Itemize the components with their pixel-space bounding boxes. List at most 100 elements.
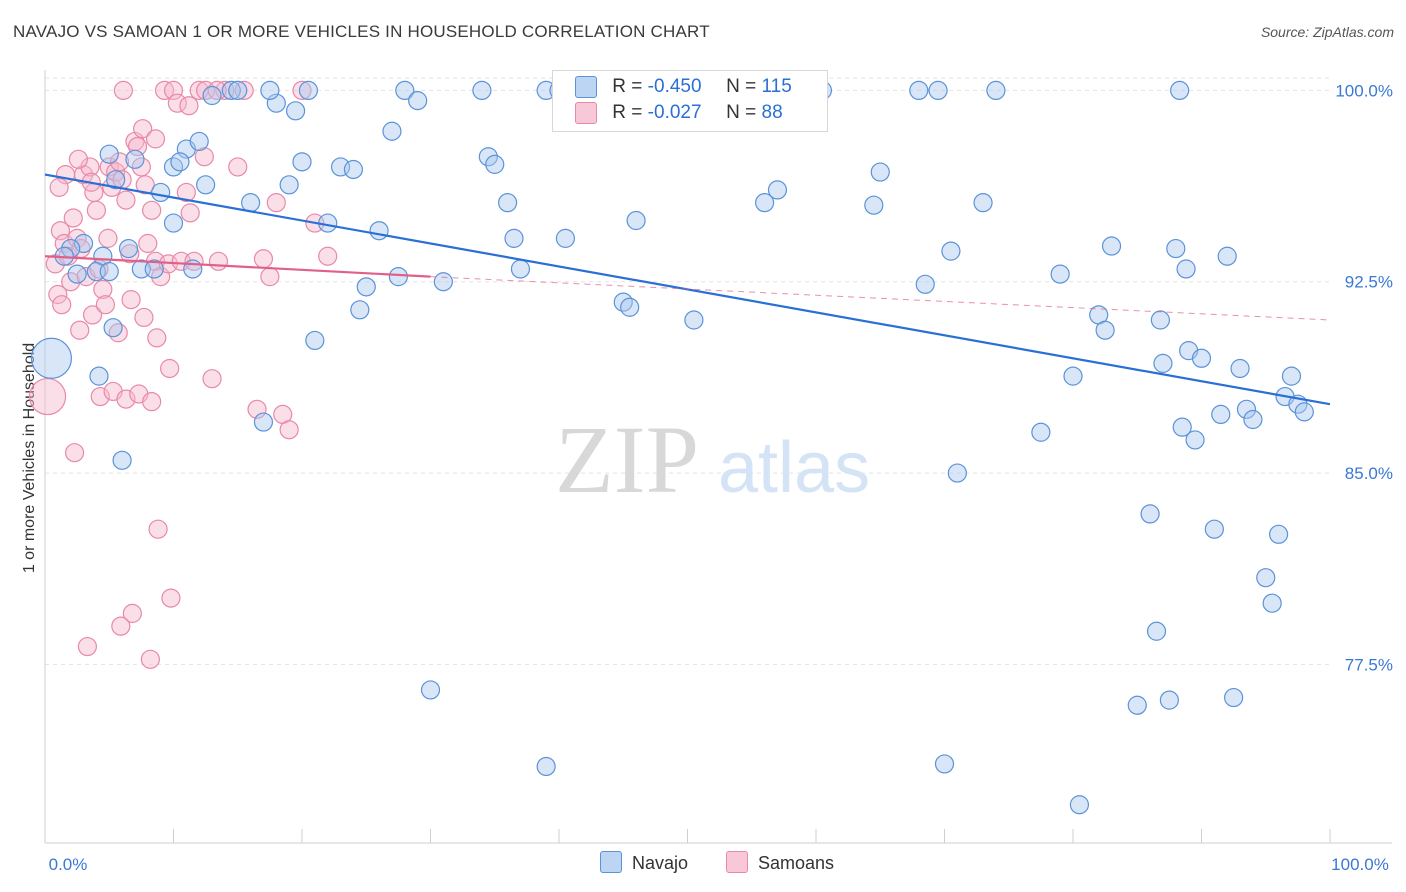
y-tick-label: 77.5%	[1345, 655, 1393, 674]
navajo-point	[221, 80, 241, 101]
navajo-point	[1159, 690, 1179, 710]
samoan-n-value: 88	[761, 102, 783, 123]
stats-legend: R = -0.450 N = 115 R = -0.027 N = 88	[552, 70, 828, 132]
samoan-point	[160, 358, 180, 379]
bottom-samoan-label: Samoans	[758, 853, 835, 873]
source-label: Source: ZipAtlas.com	[1260, 24, 1394, 40]
samoan-point	[138, 233, 158, 254]
samoan-point	[116, 190, 136, 210]
samoan-point	[167, 93, 187, 113]
navajo-r-value: -0.450	[647, 76, 702, 97]
navajo-point	[170, 152, 190, 172]
navajo-point	[151, 182, 171, 203]
bottom-legend-navajo: Navajo	[600, 851, 688, 874]
navajo-point	[305, 330, 325, 351]
samoan-point	[318, 246, 338, 266]
navajo-point	[1224, 687, 1244, 708]
navajo-point	[433, 272, 453, 292]
samoan-point	[292, 80, 312, 101]
navajo-point	[112, 450, 132, 470]
x-tick-label-max: 100.0%	[1331, 855, 1389, 874]
navajo-point	[1211, 404, 1231, 425]
navajo-point	[1150, 310, 1170, 330]
navajo-point	[395, 80, 415, 101]
navajo-point	[89, 366, 109, 386]
navajo-point	[1217, 246, 1237, 266]
navajo-point	[1230, 358, 1250, 379]
samoan-point	[86, 200, 107, 220]
navajo-point	[1095, 320, 1115, 340]
samoan-point	[131, 157, 151, 177]
navajo-point	[1069, 795, 1090, 815]
navajo-point	[1050, 264, 1070, 284]
navajo-n-value: 115	[761, 76, 792, 97]
navajo-point	[555, 228, 576, 248]
navajo-point	[973, 193, 993, 213]
navajo-point	[472, 80, 492, 101]
navajo-point	[1236, 399, 1257, 419]
chart-title: NAVAJO VS SAMOAN 1 OR MORE VEHICLES IN H…	[13, 22, 710, 41]
navajo-point	[613, 292, 633, 312]
navajo-point	[73, 233, 94, 254]
navajo-point	[1170, 80, 1190, 101]
navajo-series	[30, 80, 1314, 815]
navajo-point	[1101, 236, 1122, 256]
navajo-point	[1268, 524, 1289, 544]
samoan-point	[67, 228, 87, 248]
bottom-samoan-swatch	[726, 851, 748, 873]
samoan-point	[134, 307, 154, 328]
samoan-trend-extension	[430, 276, 1331, 321]
navajo-point	[253, 412, 274, 432]
navajo-point	[408, 91, 428, 111]
navajo-point	[1204, 519, 1224, 539]
navajo-point	[279, 175, 299, 195]
navajo-point	[941, 241, 961, 261]
navajo-point	[99, 261, 119, 282]
navajo-point	[510, 259, 531, 279]
navajo-point	[1243, 409, 1263, 430]
samoan-r-label: R =	[612, 102, 643, 123]
navajo-point	[356, 277, 376, 297]
navajo-point	[163, 157, 184, 177]
samoan-point	[61, 272, 81, 292]
navajo-point	[350, 300, 370, 320]
samoan-point	[260, 267, 280, 287]
samoan-n-label: N =	[726, 102, 757, 123]
samoan-point	[48, 284, 68, 305]
y-tick-label: 100.0%	[1335, 81, 1393, 100]
samoan-point	[180, 203, 200, 223]
samoan-point	[161, 588, 181, 608]
navajo-point	[684, 310, 704, 330]
samoan-point	[196, 80, 216, 101]
navajo-point	[1191, 348, 1212, 368]
navajo-point	[1281, 366, 1302, 386]
samoan-point	[266, 193, 286, 213]
navajo-point	[103, 318, 123, 338]
navajo-point	[369, 221, 389, 241]
samoan-point	[194, 147, 214, 167]
axes	[44, 70, 1392, 844]
navajo-point	[118, 238, 139, 259]
navajo-point	[754, 193, 775, 213]
navajo-r-label: R =	[612, 76, 643, 97]
navajo-point	[1063, 366, 1083, 386]
navajo-point	[163, 213, 184, 233]
navajo-point	[915, 274, 935, 294]
x-tick-label-min: 0.0%	[49, 855, 88, 874]
navajo-point	[1176, 259, 1196, 279]
navajo-point	[144, 259, 164, 279]
navajo-point	[292, 152, 312, 172]
navajo-point	[1294, 402, 1314, 422]
samoan-point	[253, 249, 274, 269]
samoan-point	[147, 328, 167, 348]
navajo-point	[228, 80, 248, 101]
samoan-r-value: -0.027	[647, 102, 702, 123]
y-tick-label: 85.0%	[1345, 464, 1393, 483]
samoan-point	[82, 305, 103, 325]
samoan-point	[28, 377, 67, 416]
samoan-point	[121, 290, 141, 310]
samoan-point	[140, 649, 160, 669]
samoan-point	[228, 157, 248, 177]
bottom-legend-samoan: Samoans	[726, 851, 834, 874]
samoan-point	[77, 636, 98, 657]
